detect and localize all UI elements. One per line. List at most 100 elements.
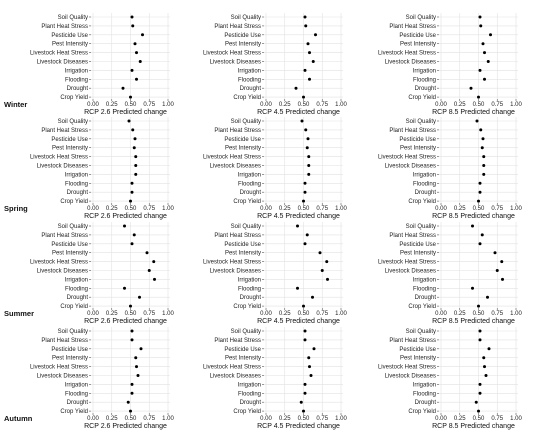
x-axis-title: RCP 2.6 Predicted change (84, 423, 167, 430)
category-label: Drought (67, 400, 89, 406)
data-point (478, 382, 482, 386)
data-point (303, 190, 307, 194)
data-point (133, 137, 137, 141)
x-tick-label: 0.75 (316, 416, 328, 422)
category-label: Irrigation (238, 68, 261, 74)
x-tick-label: 0.00 (87, 206, 99, 212)
category-label: Crop Yield (60, 199, 88, 205)
x-tick-label: 0.75 (491, 102, 503, 108)
data-point (474, 400, 478, 404)
category-label: Flooding (413, 391, 436, 397)
data-point (134, 155, 138, 159)
data-point (326, 277, 329, 281)
category-label: Plant Heat Stress (214, 338, 261, 344)
x-tick-label: 0.00 (87, 102, 99, 108)
category-label: Pesticide Use (224, 137, 261, 143)
data-point (312, 347, 316, 351)
data-point (130, 181, 134, 185)
category-label: Livestock Heat Stress (378, 155, 436, 161)
category-label: Soil Quality (231, 119, 261, 125)
data-point (303, 338, 307, 342)
x-tick-label: 1.00 (510, 102, 522, 108)
x-tick-label: 1.00 (162, 206, 174, 212)
data-point (483, 77, 486, 81)
category-label: Plant Heat Stress (389, 338, 436, 344)
data-point (123, 224, 126, 228)
x-tick-label: 0.00 (260, 311, 272, 317)
panel: Soil Quality Plant Heat Stress Pesticide U… (4, 327, 174, 430)
category-label: Pest Intensity (400, 146, 436, 152)
category-label: Drought (240, 190, 262, 196)
data-point (304, 128, 308, 132)
data-point (471, 286, 474, 290)
x-tick-label: 0.75 (143, 311, 155, 317)
panel: Soil Quality Plant Heat Stress Pesticide U… (203, 117, 347, 220)
category-label: Livestock Heat Stress (30, 51, 88, 57)
x-axis-title: RCP 2.6 Predicted change (84, 109, 167, 116)
data-point (129, 95, 132, 99)
category-label: Plant Heat Stress (389, 233, 436, 239)
category-label: Flooding (65, 77, 88, 83)
data-point (306, 42, 310, 46)
x-tick-label: 0.25 (106, 102, 118, 108)
category-label: Livestock Diseases (37, 374, 88, 380)
panel: Soil Quality Plant Heat Stress Pesticide U… (378, 13, 522, 116)
data-point (130, 242, 134, 246)
category-label: Livestock Diseases (385, 60, 436, 66)
data-point (303, 391, 307, 395)
data-point (500, 260, 504, 264)
category-label: Pesticide Use (224, 33, 261, 39)
category-label: Pest Intensity (52, 146, 88, 152)
x-axis-title: RCP 8.5 Predicted change (432, 423, 515, 430)
data-point (478, 68, 482, 72)
category-label: Flooding (238, 391, 261, 397)
category-label: Soil Quality (58, 329, 88, 335)
x-axis-title: RCP 4.5 Predicted change (257, 423, 340, 430)
data-point (308, 51, 311, 55)
panel: Soil Quality Plant Heat Stress Pesticide U… (203, 327, 347, 430)
x-tick-label: 0.00 (260, 416, 272, 422)
category-label: Pesticide Use (51, 137, 88, 143)
category-label: Crop Yield (233, 304, 261, 310)
category-label: Livestock Heat Stress (378, 260, 436, 266)
category-label: Pest Intensity (400, 356, 436, 362)
category-label: Livestock Heat Stress (30, 155, 88, 161)
x-axis-title: RCP 4.5 Predicted change (257, 109, 340, 116)
data-point (304, 24, 308, 28)
category-label: Crop Yield (233, 199, 261, 205)
data-point (482, 356, 486, 360)
panel: Soil Quality Plant Heat Stress Pesticide U… (4, 222, 174, 325)
data-point (305, 146, 309, 150)
category-label: Drought (415, 190, 437, 196)
category-label: Crop Yield (60, 409, 88, 415)
category-label: Flooding (65, 391, 88, 397)
category-label: Flooding (238, 181, 261, 187)
data-point (478, 181, 482, 185)
panel: Soil Quality Plant Heat Stress Pesticide U… (378, 222, 522, 325)
category-label: Pest Intensity (225, 356, 261, 362)
panel: Soil Quality Plant Heat Stress Pesticide U… (378, 117, 522, 220)
data-point (130, 329, 134, 333)
data-point (493, 251, 497, 255)
data-point (302, 199, 305, 203)
x-tick-label: 0.25 (279, 416, 291, 422)
category-label: Livestock Diseases (210, 374, 261, 380)
x-tick-label: 0.75 (491, 206, 503, 212)
category-label: Flooding (413, 286, 436, 292)
x-tick-label: 1.00 (335, 102, 347, 108)
data-point (305, 233, 309, 237)
x-tick-label: 1.00 (162, 102, 174, 108)
data-point (489, 33, 492, 37)
category-label: Plant Heat Stress (389, 24, 436, 30)
data-point (311, 60, 315, 63)
category-label: Flooding (238, 286, 261, 292)
category-label: Pest Intensity (225, 251, 261, 257)
x-axis-title: RCP 4.5 Predicted change (257, 318, 340, 325)
data-point (487, 347, 491, 351)
category-label: Drought (415, 86, 437, 92)
x-tick-label: 1.00 (335, 206, 347, 212)
x-axis-title: RCP 8.5 Predicted change (432, 213, 515, 220)
category-label: Livestock Heat Stress (203, 365, 261, 371)
data-point (129, 409, 132, 413)
data-point (147, 269, 151, 272)
